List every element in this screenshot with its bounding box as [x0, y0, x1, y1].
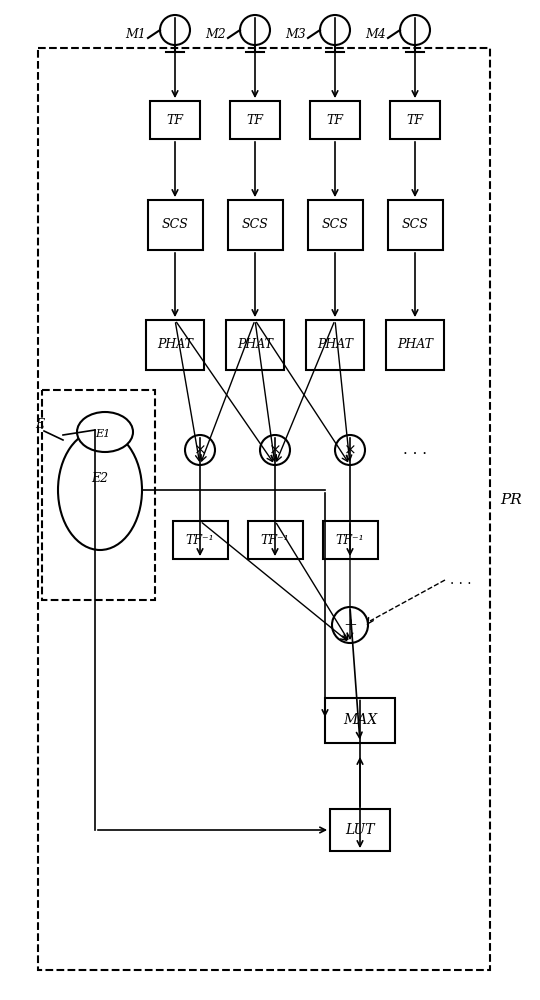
Text: ×: × — [268, 443, 281, 457]
Circle shape — [160, 15, 190, 45]
FancyBboxPatch shape — [230, 101, 280, 139]
Circle shape — [185, 435, 215, 465]
Text: E2: E2 — [91, 472, 109, 485]
Text: PHAT: PHAT — [397, 338, 433, 352]
FancyBboxPatch shape — [227, 200, 282, 250]
FancyBboxPatch shape — [306, 320, 364, 370]
Text: LUT: LUT — [345, 823, 375, 837]
Text: M1: M1 — [125, 28, 146, 41]
Text: TF: TF — [166, 113, 184, 126]
Text: . . .: . . . — [450, 573, 471, 587]
Text: E: E — [36, 418, 45, 432]
Text: . . .: . . . — [403, 443, 427, 457]
Text: TF⁻¹: TF⁻¹ — [261, 534, 289, 546]
FancyBboxPatch shape — [390, 101, 440, 139]
Text: PHAT: PHAT — [157, 338, 193, 352]
Circle shape — [320, 15, 350, 45]
Circle shape — [400, 15, 430, 45]
Text: PHAT: PHAT — [317, 338, 353, 352]
FancyBboxPatch shape — [386, 320, 444, 370]
FancyBboxPatch shape — [330, 809, 390, 851]
Text: TF: TF — [407, 113, 423, 126]
Circle shape — [332, 607, 368, 643]
Text: +: + — [343, 616, 357, 634]
Text: E1: E1 — [96, 429, 111, 439]
Text: ×: × — [343, 443, 356, 457]
Text: MAX: MAX — [343, 713, 377, 727]
Text: M4: M4 — [365, 28, 386, 41]
Text: TF⁻¹: TF⁻¹ — [336, 534, 364, 546]
FancyBboxPatch shape — [226, 320, 284, 370]
Text: ×: × — [194, 443, 206, 457]
FancyBboxPatch shape — [147, 200, 202, 250]
Text: TF⁻¹: TF⁻¹ — [186, 534, 214, 546]
Text: M3: M3 — [285, 28, 306, 41]
FancyBboxPatch shape — [325, 698, 395, 742]
FancyBboxPatch shape — [146, 320, 204, 370]
Text: TF: TF — [246, 113, 264, 126]
Ellipse shape — [77, 412, 133, 452]
Text: M2: M2 — [205, 28, 226, 41]
Text: SCS: SCS — [402, 219, 428, 232]
Circle shape — [240, 15, 270, 45]
FancyBboxPatch shape — [247, 521, 302, 559]
Circle shape — [335, 435, 365, 465]
Text: PR: PR — [500, 493, 522, 507]
Ellipse shape — [58, 430, 142, 550]
FancyBboxPatch shape — [310, 101, 360, 139]
Text: SCS: SCS — [161, 219, 188, 232]
FancyBboxPatch shape — [172, 521, 227, 559]
FancyBboxPatch shape — [388, 200, 442, 250]
Circle shape — [260, 435, 290, 465]
FancyBboxPatch shape — [322, 521, 377, 559]
Text: SCS: SCS — [321, 219, 348, 232]
Text: SCS: SCS — [241, 219, 268, 232]
FancyBboxPatch shape — [150, 101, 200, 139]
Text: PHAT: PHAT — [237, 338, 273, 352]
FancyBboxPatch shape — [307, 200, 362, 250]
Text: TF: TF — [327, 113, 343, 126]
